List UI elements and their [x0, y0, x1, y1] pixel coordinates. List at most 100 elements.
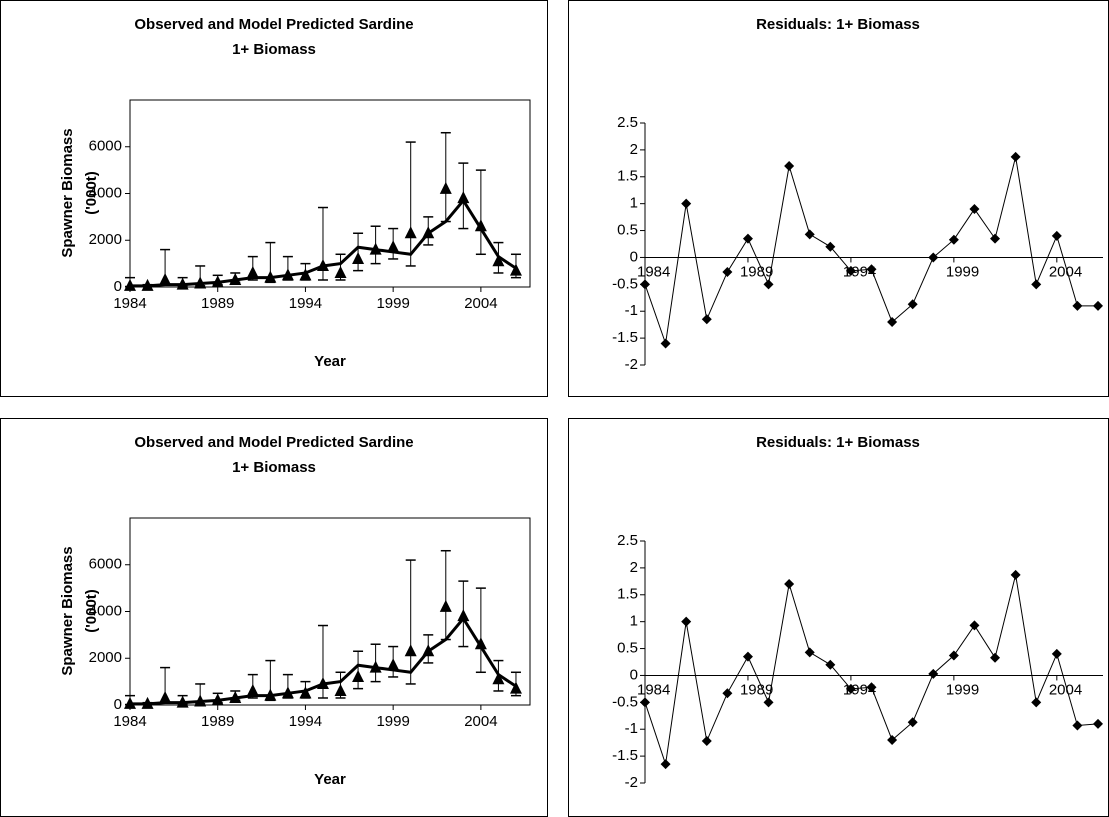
- diamond-marker: [660, 338, 671, 349]
- y-tick-label: 1: [630, 195, 638, 212]
- y-axis-label: ('000t): [83, 171, 100, 215]
- x-tick-label: 2004: [464, 713, 497, 730]
- y-tick-label: -0.5: [612, 693, 638, 710]
- x-tick-label: 1999: [376, 295, 409, 312]
- diamond-marker: [907, 717, 918, 728]
- diamond-marker: [866, 264, 877, 275]
- triangle-marker: [492, 254, 505, 267]
- diamond-marker: [784, 579, 795, 590]
- panel: Observed and Model Predicted Sardine 1+ B…: [0, 0, 548, 397]
- x-tick-label: 1999: [946, 263, 979, 280]
- diamond-marker: [1010, 151, 1021, 162]
- diamond-marker: [969, 204, 980, 215]
- diamond-marker: [928, 668, 939, 679]
- triangle-marker: [404, 644, 417, 657]
- y-tick-label: 6000: [89, 138, 122, 155]
- chart-title: Observed and Model Predicted Sardine: [134, 434, 413, 451]
- triangle-marker: [474, 219, 487, 232]
- diamond-marker: [742, 233, 753, 244]
- triangle-marker: [439, 181, 452, 194]
- triangle-marker: [159, 690, 172, 703]
- x-tick-label: 2004: [464, 295, 497, 312]
- triangle-marker: [246, 683, 259, 696]
- diamond-marker: [866, 682, 877, 693]
- y-tick-label: -1: [625, 302, 638, 319]
- diamond-marker: [804, 647, 815, 658]
- diamond-marker: [660, 759, 671, 770]
- diamond-marker: [701, 736, 712, 747]
- diamond-marker: [722, 266, 733, 277]
- y-tick-label: 1.5: [617, 168, 638, 185]
- y-tick-label: 0: [114, 696, 122, 713]
- triangle-marker: [352, 669, 365, 682]
- diamond-marker: [763, 279, 774, 290]
- diamond-marker: [1031, 279, 1042, 290]
- triangle-marker: [457, 191, 470, 204]
- diamond-marker: [1093, 718, 1103, 729]
- diamond-marker: [845, 265, 856, 276]
- y-tick-label: 0.5: [617, 640, 638, 657]
- chart-title: 1+ Biomass: [232, 41, 316, 58]
- diamond-marker: [825, 241, 836, 252]
- x-tick-label: 1984: [113, 713, 146, 730]
- diamond-marker: [763, 697, 774, 708]
- triangle-marker: [509, 263, 522, 276]
- diamond-marker: [784, 161, 795, 172]
- diamond-marker: [1031, 697, 1042, 708]
- diamond-marker: [640, 697, 650, 708]
- panel-frame: [0, 418, 548, 817]
- y-tick-label: 0: [630, 248, 638, 265]
- diamond-marker: [907, 299, 918, 310]
- y-tick-label: 2: [630, 141, 638, 158]
- x-tick-label: 1999: [376, 713, 409, 730]
- panel: Observed and Model Predicted Sardine 1+ B…: [0, 418, 548, 817]
- y-tick-label: -2: [625, 356, 638, 373]
- x-tick-label: 1989: [201, 295, 234, 312]
- x-tick-label: 1994: [289, 713, 322, 730]
- y-tick-label: 6000: [89, 556, 122, 573]
- diamond-marker: [990, 652, 1001, 663]
- diamond-marker: [1093, 300, 1103, 311]
- x-tick-label: 1989: [740, 681, 773, 698]
- y-tick-label: 2: [630, 559, 638, 576]
- chart-title: 1+ Biomass: [232, 459, 316, 476]
- x-tick-label: 1989: [740, 263, 773, 280]
- chart-title: Residuals: 1+ Biomass: [756, 16, 920, 33]
- triangle-marker: [404, 226, 417, 239]
- y-tick-label: -1: [625, 720, 638, 737]
- diamond-marker: [804, 229, 815, 240]
- y-tick-label: 0: [630, 666, 638, 683]
- triangle-marker: [334, 265, 347, 278]
- y-tick-label: -0.5: [612, 275, 638, 292]
- diamond-marker: [640, 279, 650, 290]
- model-line: [130, 615, 517, 706]
- chart-title: Residuals: 1+ Biomass: [756, 434, 920, 451]
- diamond-marker: [1051, 648, 1062, 659]
- y-axis-label: Spawner Biomass: [59, 546, 76, 675]
- y-tick-label: 0.5: [617, 222, 638, 239]
- x-tick-label: 1984: [113, 295, 146, 312]
- y-tick-label: 1.5: [617, 586, 638, 603]
- y-axis-label: ('000t): [83, 589, 100, 633]
- x-tick-label: 1984: [637, 681, 670, 698]
- diamond-marker: [825, 659, 836, 670]
- y-tick-label: 4000: [89, 602, 122, 619]
- triangle-marker: [334, 683, 347, 696]
- triangle-marker: [474, 637, 487, 650]
- triangle-marker: [439, 599, 452, 612]
- x-axis-label: Year: [314, 771, 346, 788]
- panel: Residuals: 1+ Biomass -2 -1.5 -1 -0.5 0 0.5 1 1.…: [568, 418, 1109, 817]
- x-tick-label: 1994: [289, 295, 322, 312]
- triangle-marker: [387, 240, 400, 253]
- diamond-marker: [742, 651, 753, 662]
- diamond-marker: [948, 650, 959, 661]
- x-tick-label: 2004: [1049, 681, 1082, 698]
- diamond-marker: [701, 314, 712, 325]
- diamond-marker: [928, 252, 939, 263]
- triangle-marker: [159, 272, 172, 285]
- triangle-marker: [387, 658, 400, 671]
- chart-title: Observed and Model Predicted Sardine: [134, 16, 413, 33]
- panel-frame: [0, 0, 548, 397]
- triangle-marker: [246, 265, 259, 278]
